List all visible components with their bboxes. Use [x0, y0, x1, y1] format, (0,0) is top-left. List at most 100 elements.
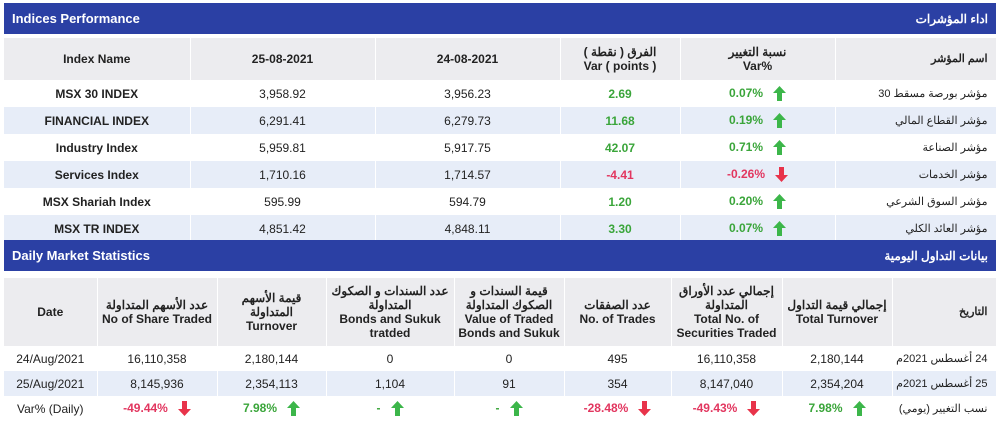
- cell: Industry Index: [4, 134, 191, 161]
- var-row: Var% (Daily) -49.44% 7.98% - - -28.48% -49.43%…: [4, 396, 997, 421]
- arrow-shape: [852, 401, 866, 417]
- cell: 0: [326, 346, 455, 371]
- var-percent: 0.71%: [728, 139, 764, 154]
- cell: 91: [454, 371, 565, 396]
- column-header: اسم المؤشر: [835, 38, 997, 80]
- cell: مؤشر القطاع المالي: [835, 107, 997, 134]
- arrow-down: [747, 401, 761, 417]
- cell: 3.30: [560, 215, 681, 242]
- daily-title-ar: بيانات التداول اليومية: [884, 248, 988, 263]
- header-line: Turnover: [245, 319, 298, 333]
- header-line: Value of Traded Bonds and Sukuk: [458, 312, 560, 340]
- var-cell: -49.43%: [671, 396, 783, 421]
- column-header: التاريخ: [892, 278, 997, 346]
- arrow-up: [773, 194, 787, 210]
- cell: 5,917.75: [375, 134, 561, 161]
- var-percent: 0.07%: [728, 85, 764, 100]
- cell: 25 أغسطس 2021م: [892, 371, 997, 396]
- cell: 24 أغسطس 2021م: [892, 346, 997, 371]
- header-line: عدد الصفقات: [584, 298, 651, 312]
- var-cell: 7.98%: [782, 396, 893, 421]
- indices-table: Index Name 25-08-2021 24-08-2021 الفرق ( نق…: [4, 38, 997, 242]
- arrow-up: [773, 221, 787, 237]
- index-row: MSX TR INDEX 4,851.42 4,848.11 3.30 0.07% مؤش…: [4, 215, 997, 242]
- header-line: عدد السندات و الصكوك المتداولة: [331, 284, 449, 312]
- var-value: -49.43%: [692, 400, 738, 415]
- daily-bar: Daily Market Statistics بيانات التداول ا…: [4, 240, 996, 271]
- header-line: No of Share Traded: [101, 312, 213, 326]
- arrow-down: [177, 401, 191, 417]
- cell: Services Index: [4, 161, 191, 188]
- arrow-shape: [390, 401, 404, 417]
- column-header: 25-08-2021: [190, 38, 376, 80]
- column-header: عدد الصفقات No. of Trades: [564, 278, 672, 346]
- arrow-shape: [773, 86, 787, 102]
- header-row: Date عدد الأسهم المتداولة No of Share Trad…: [4, 278, 997, 346]
- index-row: Industry Index 5,959.81 5,917.75 42.07 0.71%…: [4, 134, 997, 161]
- var-cell: -: [326, 396, 455, 421]
- cell: 6,291.41: [190, 107, 376, 134]
- var-value: -: [376, 400, 381, 415]
- cell: 16,110,358: [97, 346, 218, 371]
- arrow-up: [852, 401, 866, 417]
- cell: 2,354,113: [217, 371, 327, 396]
- var-percent: 0.19%: [728, 112, 764, 127]
- index-row: FINANCIAL INDEX 6,291.41 6,279.73 11.68 0.19…: [4, 107, 997, 134]
- cell: 594.79: [375, 188, 561, 215]
- arrow-down: [775, 167, 789, 183]
- index-row: Services Index 1,710.16 1,714.57 -4.41 -0.26…: [4, 161, 997, 188]
- header-line: Var ( points ): [583, 59, 657, 73]
- indices-title-ar: اداء المؤشرات: [915, 11, 988, 26]
- cell: Var% (Daily): [4, 396, 98, 421]
- cell: 3,956.23: [375, 80, 561, 107]
- cell: 8,147,040: [671, 371, 783, 396]
- header-line: عدد الأسهم المتداولة: [105, 298, 209, 312]
- cell: 0: [454, 346, 565, 371]
- arrow-shape: [773, 113, 787, 129]
- column-header: قيمة الأسهم المتداولة Turnover: [217, 278, 327, 346]
- cell: 495: [564, 346, 672, 371]
- var-percent-cell: 0.71%: [680, 134, 836, 161]
- cell: 42.07: [560, 134, 681, 161]
- column-header: قيمة السندات و الصكوك المتداولة Value of …: [454, 278, 565, 346]
- daily-table: Date عدد الأسهم المتداولة No of Share Trad…: [4, 278, 997, 421]
- column-header: إجمالي قيمة التداول Total Turnover: [782, 278, 893, 346]
- column-header: عدد السندات و الصكوك المتداولة Bonds and …: [326, 278, 455, 346]
- cell: مؤشر الخدمات: [835, 161, 997, 188]
- cell: -4.41: [560, 161, 681, 188]
- index-row: MSX Shariah Index 595.99 594.79 1.20 0.20% مؤ…: [4, 188, 997, 215]
- var-value: -: [495, 400, 500, 415]
- cell: MSX 30 INDEX: [4, 80, 191, 107]
- cell: 11.68: [560, 107, 681, 134]
- cell: 1.20: [560, 188, 681, 215]
- column-header: الفرق ( نقطة ) Var ( points ): [560, 38, 681, 80]
- indices-bar: Indices Performance اداء المؤشرات: [4, 3, 996, 34]
- arrow-shape: [773, 194, 787, 210]
- header-line: Total No. of Securities Traded: [676, 312, 777, 340]
- column-header: 24-08-2021: [375, 38, 561, 80]
- cell: مؤشر الصناعة: [835, 134, 997, 161]
- arrow-down: [638, 401, 652, 417]
- column-header: إجمالي عدد الأوراق المتداولة Total No. of…: [671, 278, 783, 346]
- arrow-shape: [773, 140, 787, 156]
- cell: 1,104: [326, 371, 455, 396]
- indices-title: Indices Performance: [12, 11, 140, 26]
- var-percent-cell: 0.07%: [680, 80, 836, 107]
- header-line: إجمالي قيمة التداول: [787, 298, 887, 312]
- arrow-up: [773, 140, 787, 156]
- cell: 4,851.42: [190, 215, 376, 242]
- cell: 1,710.16: [190, 161, 376, 188]
- var-value: -49.44%: [123, 400, 168, 415]
- var-cell: -49.44%: [97, 396, 218, 421]
- var-cell: -28.48%: [564, 396, 672, 421]
- cell: 2.69: [560, 80, 681, 107]
- var-value: 7.98%: [242, 400, 278, 415]
- cell: 24/Aug/2021: [4, 346, 98, 371]
- var-percent: -0.26%: [726, 166, 766, 181]
- header-line: Var%: [742, 59, 773, 73]
- arrow-shape: [747, 401, 761, 417]
- cell: 5,959.81: [190, 134, 376, 161]
- arrow-up: [390, 401, 404, 417]
- cell: 354: [564, 371, 672, 396]
